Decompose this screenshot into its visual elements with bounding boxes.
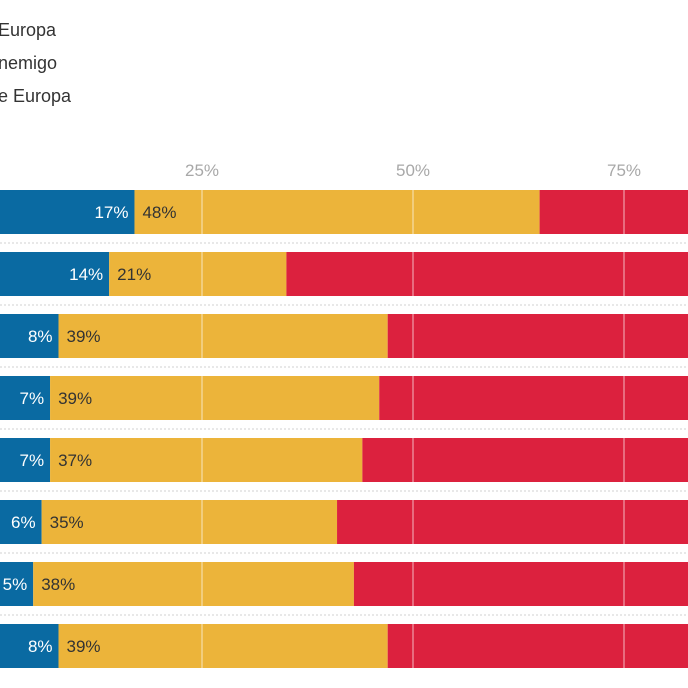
x-tick-label: 50%	[396, 161, 430, 180]
bar-segment	[50, 376, 380, 420]
bar-segment	[58, 314, 388, 358]
bar-segment	[0, 500, 42, 544]
data-label: 38%	[41, 575, 75, 594]
bar-segment	[33, 562, 354, 606]
bar-segment	[286, 252, 688, 296]
bar-segment	[337, 500, 688, 544]
data-label: 7%	[20, 389, 45, 408]
legend-entry: nemigo	[0, 53, 57, 73]
data-label: 14%	[69, 265, 103, 284]
bar-segment	[353, 562, 688, 606]
data-label: 7%	[20, 451, 45, 470]
data-label: 48%	[142, 203, 176, 222]
bar-segment	[387, 314, 688, 358]
bar-segment	[0, 252, 110, 296]
data-label: 35%	[50, 513, 84, 532]
data-label: 21%	[117, 265, 151, 284]
data-label: 17%	[94, 203, 128, 222]
bar-segment	[0, 314, 59, 358]
data-label: 8%	[28, 327, 53, 346]
bar-segment	[0, 624, 59, 668]
x-tick-label: 25%	[185, 161, 219, 180]
bar-segment	[58, 624, 388, 668]
bar-segment	[0, 376, 51, 420]
data-label: 39%	[67, 637, 101, 656]
data-label: 8%	[28, 637, 53, 656]
bar-segment	[41, 500, 338, 544]
data-label: 6%	[11, 513, 36, 532]
bar-segment	[134, 190, 540, 234]
bar-segment	[0, 562, 34, 606]
data-label: 39%	[67, 327, 101, 346]
bar-segment	[109, 252, 287, 296]
data-label: 39%	[58, 389, 92, 408]
bar-segment	[362, 438, 688, 482]
bar-segment	[0, 190, 135, 234]
bar-segment	[539, 190, 688, 234]
data-label: 5%	[3, 575, 28, 594]
legend-entry: e Europa	[0, 86, 72, 106]
legend-entry: Europa	[0, 20, 57, 40]
bar-segment	[387, 624, 688, 668]
bar-segment	[50, 438, 363, 482]
data-label: 37%	[58, 451, 92, 470]
x-tick-label: 75%	[607, 161, 641, 180]
bar-segment	[379, 376, 688, 420]
bar-segment	[0, 438, 51, 482]
